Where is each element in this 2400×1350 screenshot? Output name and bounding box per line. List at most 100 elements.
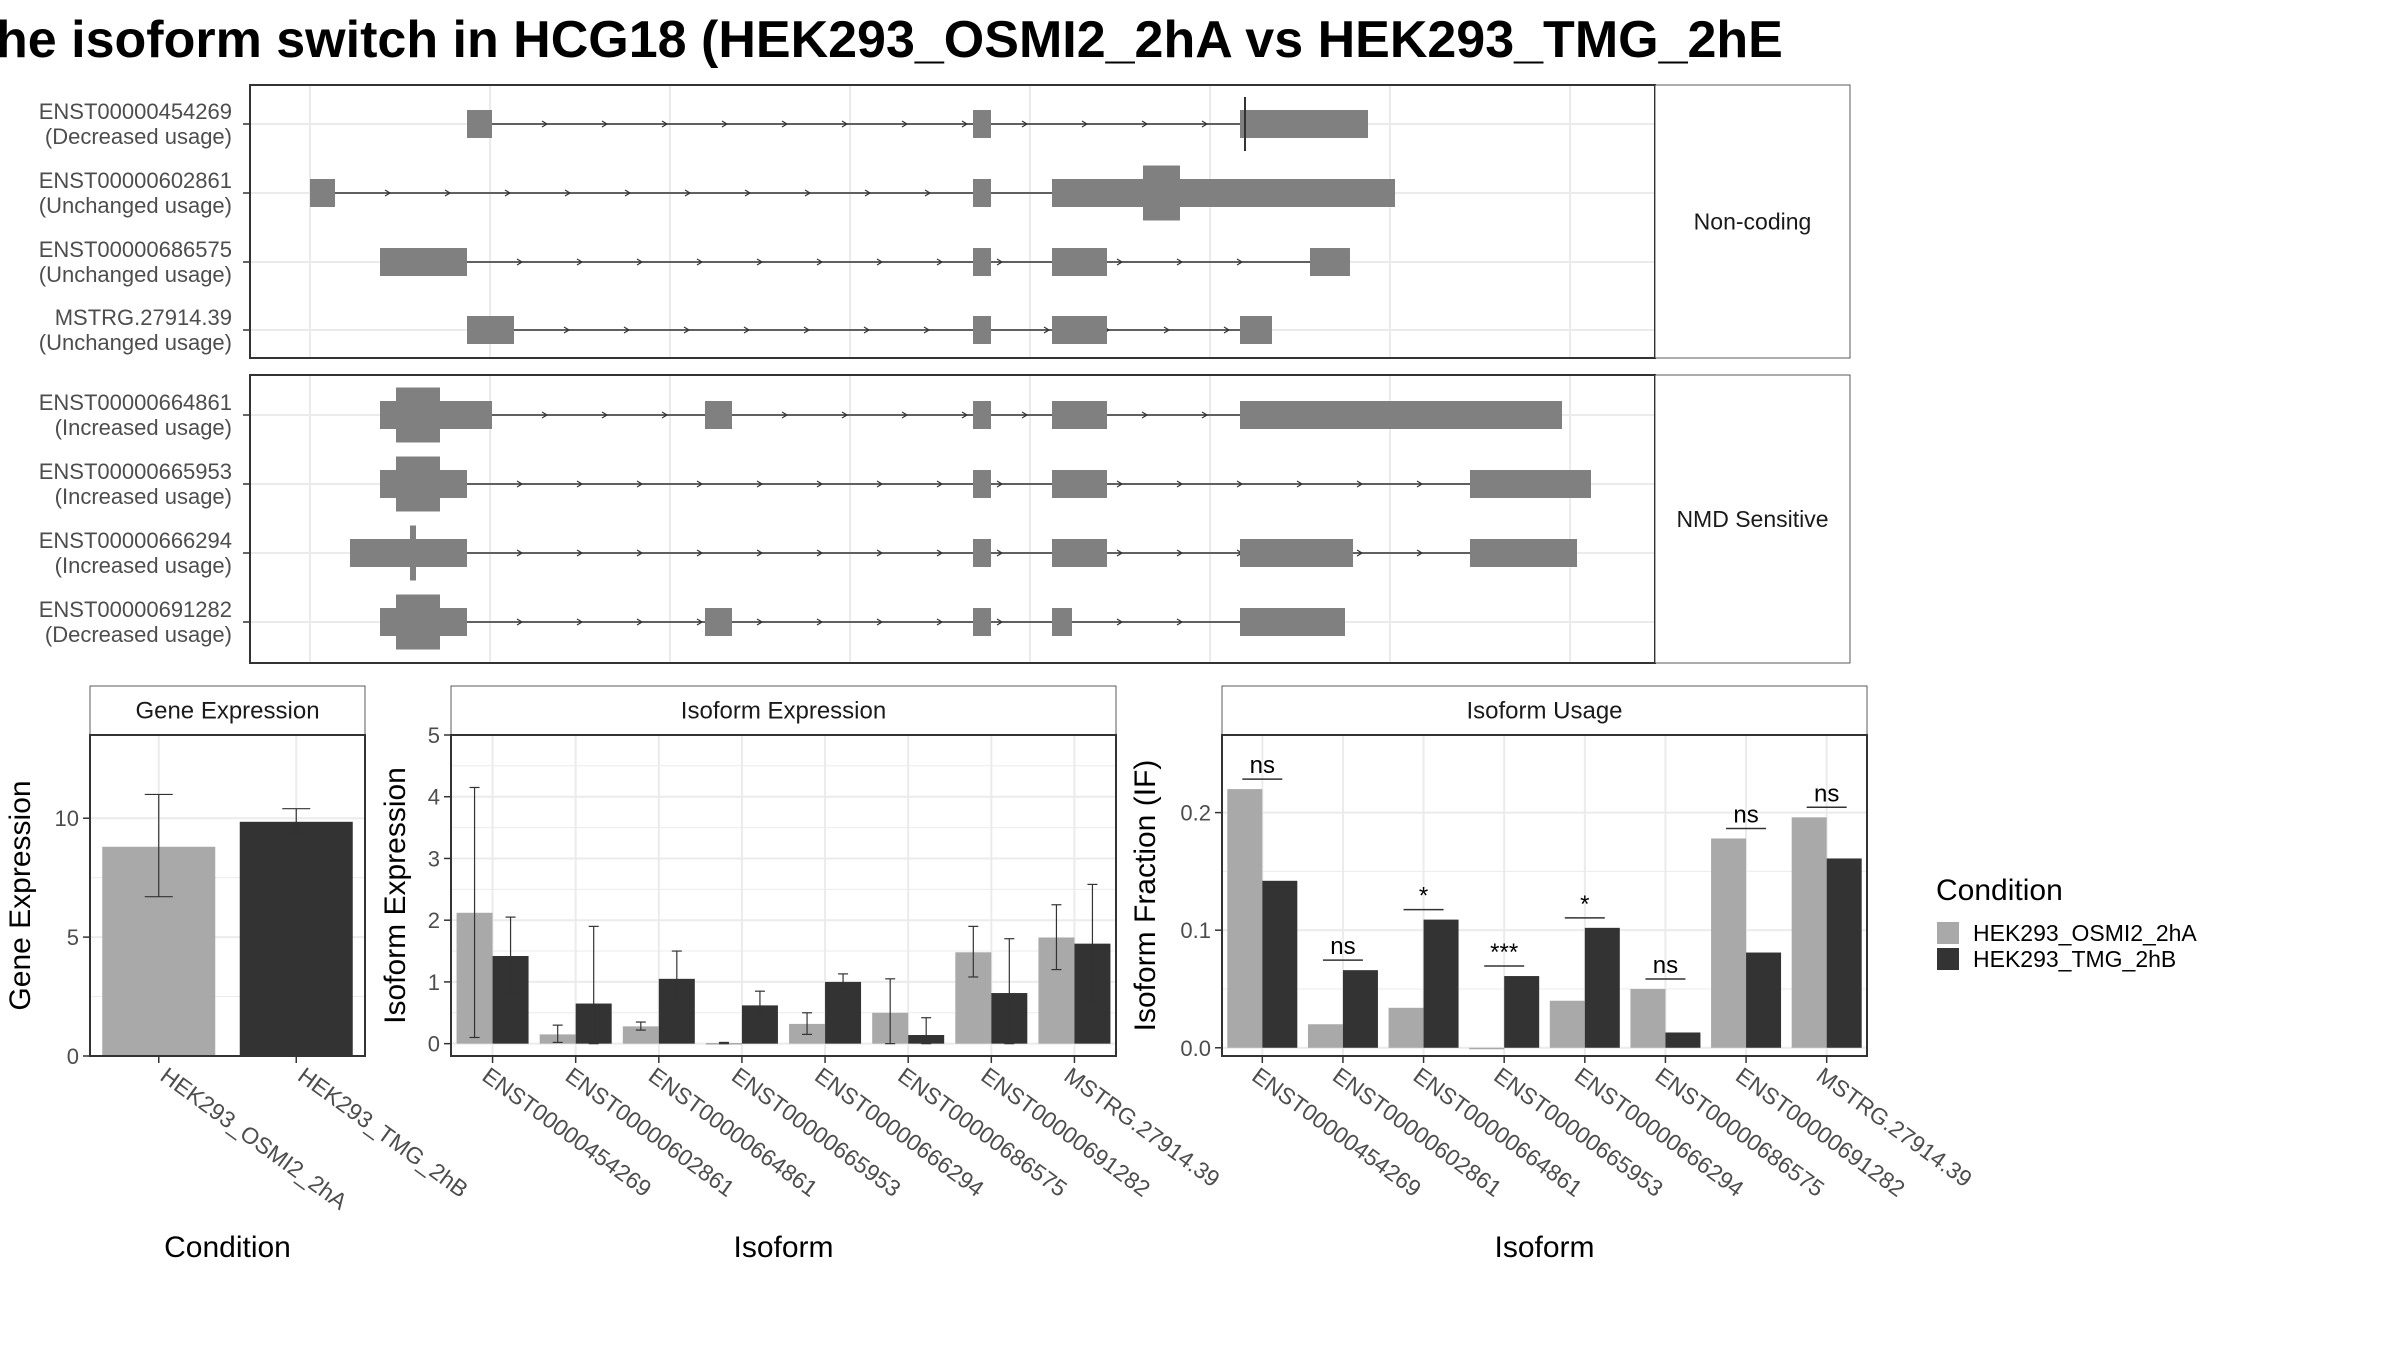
bar bbox=[1791, 817, 1827, 1048]
intron-direction-chevron bbox=[936, 480, 944, 488]
bar bbox=[1262, 880, 1298, 1048]
intron-direction-chevron bbox=[1116, 618, 1124, 626]
intron-direction-chevron bbox=[516, 618, 524, 626]
facet-strip bbox=[1654, 84, 1851, 359]
exon-block bbox=[973, 608, 991, 636]
intron-direction-chevron bbox=[696, 549, 704, 557]
intron-direction-chevron bbox=[541, 411, 549, 419]
bar bbox=[1665, 1032, 1701, 1048]
intron-direction-chevron bbox=[1163, 326, 1171, 334]
panel-strip-title: Gene Expression bbox=[135, 698, 319, 725]
intron-direction-chevron bbox=[803, 326, 811, 334]
bar bbox=[1227, 789, 1263, 1048]
significance-label: ns bbox=[1733, 801, 1758, 828]
y-tick-label: 1 bbox=[428, 970, 440, 995]
exon-block bbox=[1052, 539, 1107, 567]
intron-direction-chevron bbox=[1416, 480, 1424, 488]
y-tick-label: 0 bbox=[67, 1044, 79, 1069]
exon-block bbox=[1240, 401, 1562, 429]
structure-panel-bg bbox=[250, 85, 1655, 358]
facet-strip-label: Non-coding bbox=[1694, 209, 1812, 235]
intron-direction-chevron bbox=[756, 480, 764, 488]
significance-label: ns bbox=[1250, 752, 1275, 779]
intron-direction-chevron bbox=[1081, 120, 1089, 128]
exon-block bbox=[973, 539, 991, 567]
panel-border bbox=[450, 734, 1117, 1057]
bar bbox=[1630, 988, 1666, 1048]
facet-strip bbox=[1654, 374, 1851, 664]
legend-title: Condition bbox=[1936, 874, 2063, 907]
significance-label: *** bbox=[1490, 939, 1518, 966]
intron-direction-chevron bbox=[1116, 258, 1124, 266]
exon-block bbox=[1052, 401, 1107, 429]
exon-block bbox=[1143, 165, 1180, 221]
intron-direction-chevron bbox=[901, 411, 909, 419]
exon-block bbox=[1470, 470, 1591, 498]
y-tick-label: 10 bbox=[55, 806, 79, 831]
significance-label: ns bbox=[1653, 952, 1678, 979]
exon-block bbox=[973, 179, 991, 207]
exon-block bbox=[973, 316, 991, 344]
intron-direction-chevron bbox=[636, 618, 644, 626]
intron-direction-chevron bbox=[876, 258, 884, 266]
transcript-id-label: ENST00000686575 bbox=[39, 237, 232, 262]
intron-direction-chevron bbox=[961, 411, 969, 419]
intron-direction-chevron bbox=[563, 326, 571, 334]
significance-label: * bbox=[1580, 891, 1589, 918]
facet-strip-label: NMD Sensitive bbox=[1676, 506, 1828, 532]
bar bbox=[1549, 1000, 1585, 1048]
intron-direction-chevron bbox=[863, 326, 871, 334]
figure-title: he isoform switch in HCG18 (HEK293_OSMI2… bbox=[0, 11, 1783, 69]
intron-direction-chevron bbox=[661, 120, 669, 128]
intron-direction-chevron bbox=[996, 258, 1004, 266]
bar bbox=[1388, 1007, 1424, 1048]
exon-block bbox=[973, 110, 991, 138]
transcript-id-label: ENST00000454269 bbox=[39, 99, 232, 124]
exon-block bbox=[310, 179, 335, 207]
x-axis-title: Condition bbox=[164, 1231, 291, 1264]
panel-border bbox=[1221, 734, 1868, 1057]
exon-block bbox=[973, 248, 991, 276]
intron-direction-chevron bbox=[541, 120, 549, 128]
intron-direction-chevron bbox=[1141, 411, 1149, 419]
exon-block bbox=[973, 401, 991, 429]
exon-block bbox=[396, 456, 440, 512]
intron-direction-chevron bbox=[636, 480, 644, 488]
bar bbox=[1584, 927, 1620, 1048]
bar bbox=[825, 981, 862, 1044]
exon-block bbox=[705, 401, 732, 429]
bar bbox=[1307, 1024, 1343, 1048]
legend-label: HEK293_OSMI2_2hA bbox=[1973, 920, 2197, 946]
exon-block bbox=[350, 539, 467, 567]
intron-direction-chevron bbox=[576, 258, 584, 266]
intron-direction-chevron bbox=[841, 411, 849, 419]
bar bbox=[1711, 838, 1747, 1048]
intron-direction-chevron bbox=[1176, 549, 1184, 557]
intron-direction-chevron bbox=[961, 120, 969, 128]
bar bbox=[1469, 1047, 1505, 1050]
y-axis-title: Gene Expression bbox=[4, 780, 37, 1010]
exon-block bbox=[1240, 316, 1272, 344]
bar bbox=[1826, 858, 1862, 1048]
legend-swatch bbox=[1937, 948, 1959, 970]
bar bbox=[1342, 970, 1378, 1048]
intron-direction-chevron bbox=[516, 480, 524, 488]
transcript-id-label: ENST00000666294 bbox=[39, 528, 232, 553]
y-tick-label: 0.2 bbox=[1180, 801, 1211, 826]
intron-direction-chevron bbox=[1416, 549, 1424, 557]
intron-direction-chevron bbox=[576, 618, 584, 626]
intron-direction-chevron bbox=[696, 258, 704, 266]
intron-direction-chevron bbox=[636, 258, 644, 266]
bar bbox=[622, 1026, 659, 1044]
intron-direction-chevron bbox=[936, 549, 944, 557]
intron-direction-chevron bbox=[1201, 120, 1209, 128]
exon-block bbox=[1240, 110, 1368, 138]
intron-direction-chevron bbox=[923, 326, 931, 334]
intron-direction-chevron bbox=[683, 326, 691, 334]
intron-direction-chevron bbox=[384, 189, 392, 197]
intron-direction-chevron bbox=[444, 189, 452, 197]
exon-block bbox=[467, 110, 492, 138]
transcript-usage-label: (Unchanged usage) bbox=[39, 330, 232, 355]
intron-direction-chevron bbox=[516, 549, 524, 557]
